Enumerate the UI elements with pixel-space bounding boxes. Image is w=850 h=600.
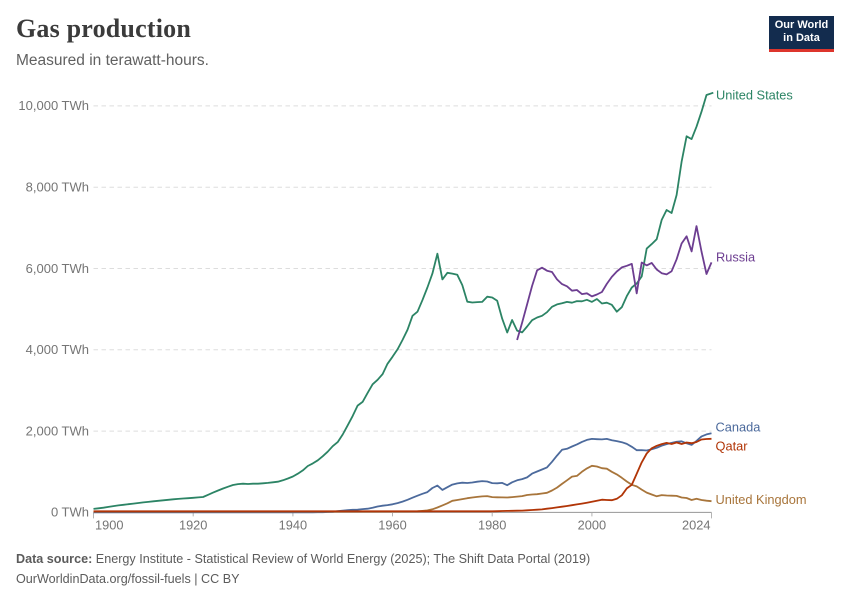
svg-text:4,000 TWh: 4,000 TWh xyxy=(26,342,89,357)
svg-text:1920: 1920 xyxy=(179,518,207,533)
svg-text:Canada: Canada xyxy=(716,420,762,435)
svg-text:1980: 1980 xyxy=(478,518,506,533)
svg-text:United Kingdom: United Kingdom xyxy=(716,492,807,507)
svg-text:8,000 TWh: 8,000 TWh xyxy=(26,180,89,195)
svg-text:1960: 1960 xyxy=(378,518,406,533)
svg-text:10,000 TWh: 10,000 TWh xyxy=(18,98,89,113)
svg-text:2,000 TWh: 2,000 TWh xyxy=(26,423,89,438)
svg-text:Qatar: Qatar xyxy=(716,438,749,453)
svg-text:0 TWh: 0 TWh xyxy=(51,505,89,520)
svg-text:United States: United States xyxy=(716,87,793,102)
svg-text:Russia: Russia xyxy=(716,249,756,264)
svg-text:1940: 1940 xyxy=(279,518,307,533)
svg-text:2000: 2000 xyxy=(578,518,606,533)
svg-text:6,000 TWh: 6,000 TWh xyxy=(26,261,89,276)
svg-text:1900: 1900 xyxy=(95,518,123,533)
svg-text:2024: 2024 xyxy=(682,518,710,533)
